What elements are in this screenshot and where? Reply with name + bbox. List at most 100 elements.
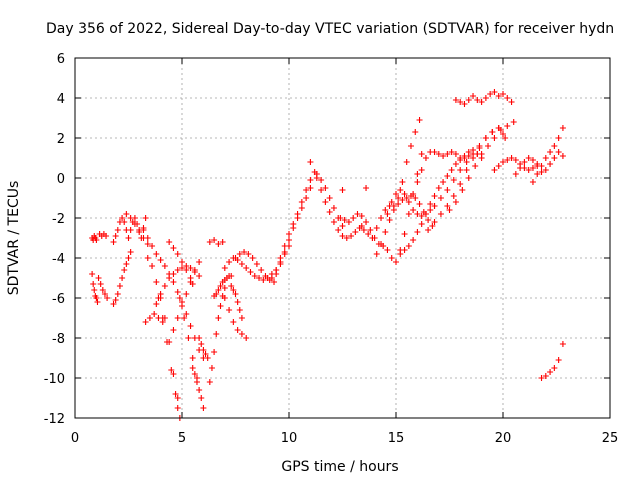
- data-point: [121, 219, 128, 225]
- series-s40: [431, 125, 506, 209]
- data-point: [198, 395, 205, 401]
- series-s11: [155, 295, 183, 421]
- data-point: [322, 199, 329, 205]
- data-point: [277, 255, 284, 261]
- y-tick-label: -2: [52, 212, 65, 227]
- data-point: [95, 275, 102, 281]
- data-point: [399, 197, 406, 203]
- data-point: [461, 153, 468, 159]
- series-s43: [491, 155, 541, 173]
- data-point: [112, 297, 119, 303]
- data-point: [153, 301, 160, 307]
- data-point: [555, 149, 562, 155]
- data-point: [495, 93, 502, 99]
- data-point: [271, 279, 278, 285]
- series-s4: [96, 231, 110, 239]
- data-point: [104, 295, 111, 301]
- data-point: [232, 255, 239, 261]
- data-point: [491, 135, 498, 141]
- x-tick-label: 15: [388, 431, 405, 446]
- data-point: [512, 171, 519, 177]
- series-s3: [95, 275, 111, 301]
- data-point: [294, 215, 301, 221]
- series-s37: [397, 151, 481, 257]
- data-point: [146, 315, 153, 321]
- data-point: [395, 195, 402, 201]
- data-point: [382, 207, 389, 213]
- data-point: [196, 387, 203, 393]
- data-point: [157, 291, 164, 297]
- data-point: [341, 217, 348, 223]
- data-point: [474, 97, 481, 103]
- data-point: [226, 259, 233, 265]
- data-point: [170, 245, 177, 251]
- data-point: [202, 351, 209, 357]
- data-point: [151, 311, 158, 317]
- data-point: [179, 303, 185, 309]
- data-point: [206, 239, 213, 245]
- data-point: [307, 177, 314, 183]
- data-point: [326, 209, 333, 215]
- data-point: [268, 275, 275, 281]
- data-point: [429, 223, 436, 229]
- data-point: [397, 251, 404, 257]
- data-point: [277, 261, 284, 267]
- data-point: [559, 153, 566, 159]
- series-s2: [89, 271, 101, 305]
- data-point: [414, 229, 421, 235]
- data-point: [166, 239, 173, 245]
- data-point: [247, 269, 254, 275]
- data-point: [422, 211, 429, 217]
- data-point: [217, 283, 224, 289]
- data-point: [187, 265, 194, 271]
- data-point: [403, 159, 410, 165]
- series-s21: [221, 295, 250, 341]
- data-point: [358, 213, 365, 219]
- data-point: [538, 169, 545, 175]
- data-point: [345, 219, 352, 225]
- data-point: [397, 187, 404, 193]
- data-point: [170, 271, 177, 277]
- data-point: [384, 211, 391, 217]
- data-point: [90, 281, 97, 287]
- data-point: [502, 135, 509, 141]
- data-point: [401, 231, 408, 237]
- data-point: [350, 215, 357, 221]
- y-axis-ticks: -12 -10 -8 -6 -4 -2 0 2 4 6: [44, 52, 610, 427]
- data-point: [446, 207, 453, 213]
- data-point: [367, 227, 374, 233]
- y-tick-label: -8: [52, 332, 65, 347]
- series-s33: [358, 151, 425, 265]
- data-point: [221, 295, 228, 301]
- data-point: [390, 207, 397, 213]
- data-point: [110, 239, 117, 245]
- data-point: [142, 319, 149, 325]
- series-s28: [313, 175, 376, 241]
- data-point: [418, 151, 425, 157]
- series-s22: [228, 283, 245, 321]
- data-point: [307, 185, 314, 191]
- data-point: [298, 199, 305, 205]
- data-point: [303, 195, 310, 201]
- data-point: [236, 307, 243, 313]
- data-point: [273, 271, 280, 277]
- data-point: [251, 273, 258, 279]
- data-point: [170, 371, 177, 377]
- series-s14: [166, 239, 196, 287]
- data-point: [127, 227, 134, 233]
- data-point: [555, 135, 562, 141]
- y-tick-label: -4: [52, 252, 65, 267]
- data-point: [155, 295, 162, 301]
- data-point: [187, 323, 194, 329]
- data-point: [110, 301, 117, 307]
- data-point: [386, 217, 393, 223]
- data-point: [161, 283, 168, 289]
- data-point: [497, 127, 504, 133]
- data-point: [226, 307, 233, 313]
- data-point: [236, 251, 243, 257]
- data-point: [103, 233, 110, 239]
- data-point: [363, 185, 370, 191]
- y-tick-label: 2: [57, 132, 65, 147]
- data-point: [123, 261, 130, 267]
